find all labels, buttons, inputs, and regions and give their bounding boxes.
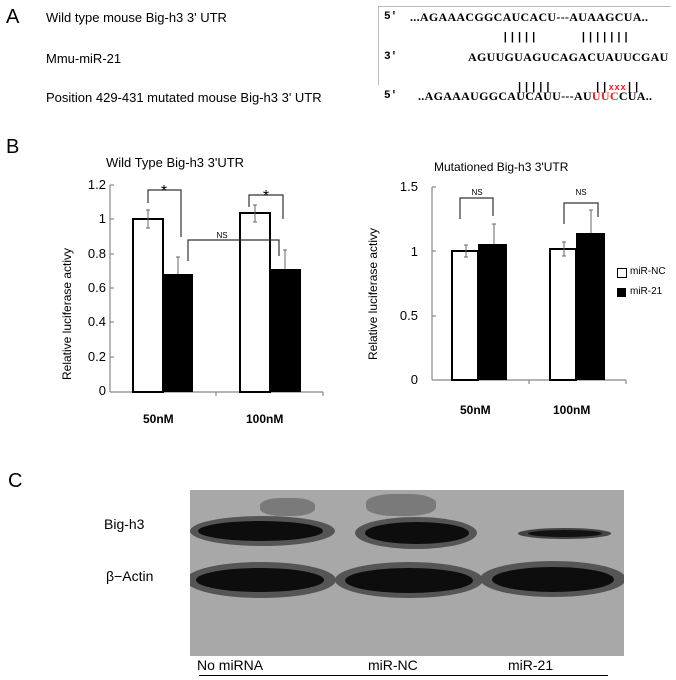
legend-swatch-mir-21 bbox=[617, 288, 626, 297]
band-core bbox=[345, 568, 473, 593]
bar-wt-100nm-mir-21 bbox=[270, 269, 301, 392]
mir-prefix: 3' bbox=[384, 51, 398, 63]
chart2-ytick: 1.5 bbox=[399, 179, 418, 194]
chart1-xtick-100nm: 100nM bbox=[246, 412, 284, 426]
bar-mut-100nm-mir-21 bbox=[576, 233, 605, 380]
mir21-label: Mmu-miR-21 bbox=[46, 51, 122, 66]
blot-label-beta-actin: β−Actin bbox=[106, 568, 154, 584]
chart2-xtick-50nm: 50nM bbox=[460, 403, 491, 417]
mutated-bases: UUC bbox=[591, 89, 619, 103]
ns-label-50nm: NS bbox=[471, 188, 482, 197]
mut-sequence: ..AGAAAUGGCAUCAUU---AUUUCCUA.. bbox=[418, 89, 653, 103]
lane-label-mir-21: miR-21 bbox=[508, 657, 554, 673]
chart1-ytick: 0.8 bbox=[87, 246, 106, 261]
band-core bbox=[528, 530, 602, 537]
western-blot-image bbox=[190, 490, 624, 656]
bar-wt-50nm-mir-nc bbox=[132, 218, 164, 393]
lane-label-mir-nc: miR-NC bbox=[368, 657, 418, 673]
sig-star-50nm: * bbox=[161, 183, 167, 200]
chart1-ytick: 1 bbox=[98, 211, 106, 226]
pairing-top: ||||| ||||||| bbox=[502, 32, 630, 44]
bar-mut-50nm-mir-21 bbox=[478, 244, 507, 380]
band-core bbox=[196, 568, 324, 592]
smear bbox=[366, 494, 436, 516]
panel-a-letter: A bbox=[6, 6, 20, 28]
pairing-bottom-right: || bbox=[626, 82, 641, 94]
chart2-ytick: 0.5 bbox=[399, 308, 418, 323]
chart1-ytick: 0.4 bbox=[87, 314, 106, 329]
wt-sequence: ...AGAAACGGCAUCACU---AUAAGCUA.. bbox=[410, 10, 649, 24]
wt-prefix: 5' bbox=[384, 11, 398, 23]
sig-star-100nm: * bbox=[263, 188, 269, 205]
ns-label-100nm: NS bbox=[575, 188, 586, 197]
bar-mut-50nm-mir-nc bbox=[451, 250, 479, 381]
chart1-ytick: 0.6 bbox=[87, 280, 106, 295]
legend-label-mir-21: miR-21 bbox=[630, 286, 663, 297]
lane-label-no-mirna: No miRNA bbox=[197, 657, 264, 673]
pairing-bottom-left: ||||| || bbox=[516, 82, 609, 94]
chart2-ytick: 1 bbox=[410, 244, 418, 259]
mir21-sequence: AGUUGUAGUCAGACUAUUCGAU bbox=[468, 50, 669, 64]
chart1-ytick: 0 bbox=[98, 383, 106, 398]
smear bbox=[260, 498, 315, 516]
bar-wt-50nm-mir-21 bbox=[163, 274, 193, 392]
legend-label-mir-nc: miR-NC bbox=[630, 266, 666, 277]
bar-mut-100nm-mir-nc bbox=[549, 248, 577, 381]
mimics-group-line bbox=[199, 675, 608, 676]
ns-label-between-doses: NS bbox=[216, 231, 227, 240]
blot-label-big-h3: Big-h3 bbox=[104, 516, 145, 532]
band-core bbox=[492, 567, 614, 592]
chart2-xtick-100nm: 100nM bbox=[553, 403, 591, 417]
mut-prefix: 5' bbox=[384, 90, 398, 102]
panel-c-letter: C bbox=[8, 470, 23, 492]
band-core bbox=[365, 522, 469, 544]
chart2-title: Mutationed Big-h3 3'UTR bbox=[434, 160, 569, 174]
panel-b-letter: B bbox=[6, 136, 20, 158]
wild-type-utr-label: Wild type mouse Big-h3 3' UTR bbox=[46, 10, 227, 25]
chart1-ytick: 1.2 bbox=[87, 177, 106, 192]
sequence-alignment-box bbox=[378, 6, 671, 85]
chart2-ytick: 0 bbox=[410, 372, 418, 387]
chart1-title: Wild Type Big-h3 3'UTR bbox=[106, 155, 245, 170]
mutated-utr-label: Position 429-431 mutated mouse Big-h3 3'… bbox=[46, 90, 322, 105]
mismatch-marks: xxx bbox=[608, 83, 627, 93]
chart1-xtick-50nm: 50nM bbox=[143, 412, 174, 426]
chart1-ytick: 0.2 bbox=[87, 349, 106, 364]
legend-swatch-mir-nc bbox=[617, 268, 627, 278]
band-core bbox=[198, 521, 323, 541]
